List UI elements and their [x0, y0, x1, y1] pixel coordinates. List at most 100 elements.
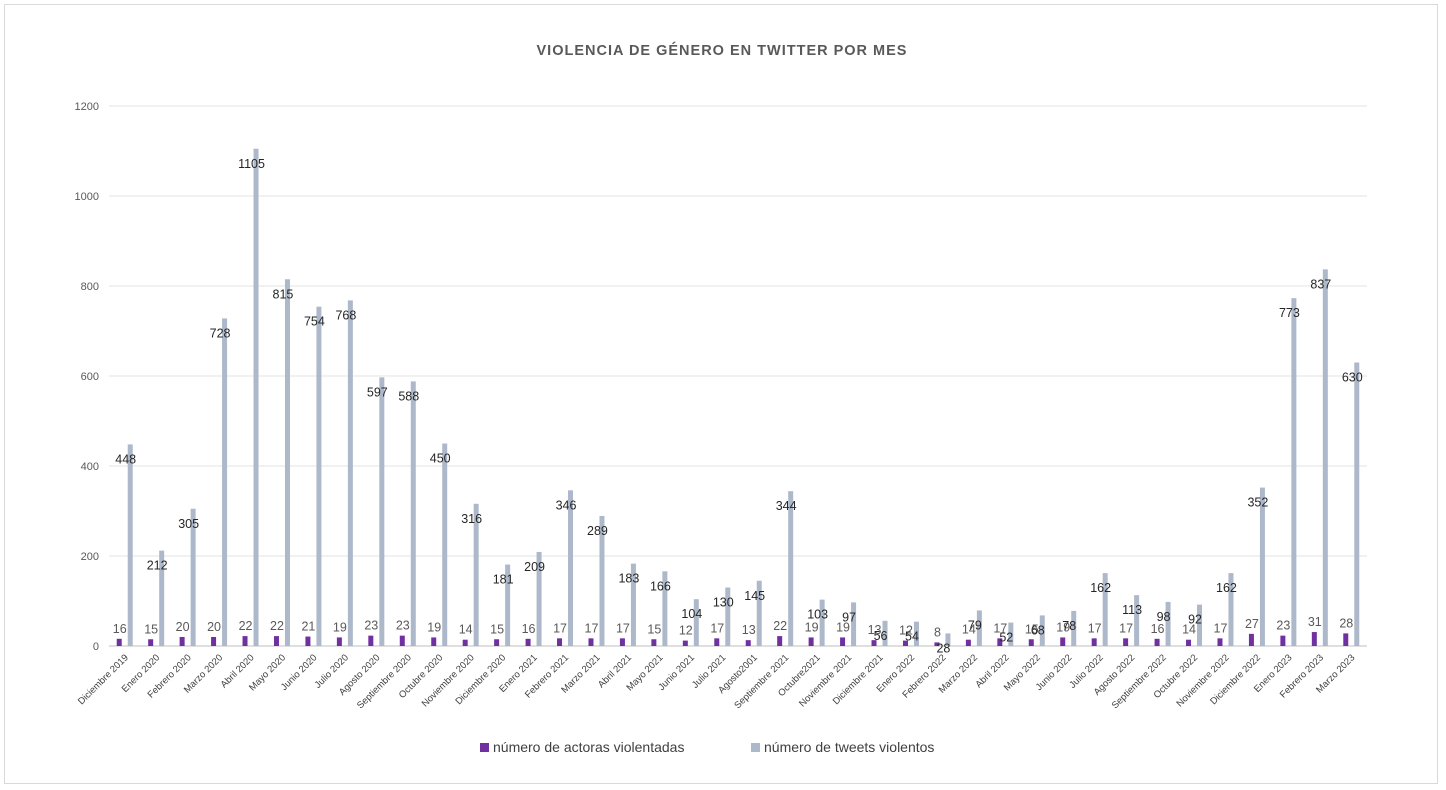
bar-tweets: [1165, 601, 1171, 646]
data-label-actoras: 31: [1308, 615, 1322, 629]
data-label-tweets: 79: [968, 618, 982, 632]
data-label-tweets: 773: [1279, 306, 1300, 320]
data-label-actoras: 20: [207, 620, 221, 634]
data-label-tweets: 162: [1216, 581, 1237, 595]
bar-actoras: [273, 636, 279, 646]
bar-actoras: [494, 639, 500, 646]
data-label-actoras: 19: [333, 620, 347, 634]
bar-tweets: [1071, 610, 1077, 646]
data-label-actoras: 17: [1088, 621, 1102, 635]
data-label-actoras: 21: [301, 620, 315, 634]
bar-tweets: [284, 279, 290, 646]
data-label-actoras: 23: [1276, 619, 1290, 633]
bar-tweets: [725, 587, 731, 646]
x-tick-label: Septiembre 2022: [1110, 652, 1169, 711]
bar-actoras: [305, 636, 311, 646]
x-tick-label: Diciembre 2019: [76, 652, 131, 707]
bar-actoras: [242, 636, 248, 646]
y-tick-label: 400: [81, 461, 99, 473]
chart-title: VIOLENCIA DE GÉNERO EN TWITTER POR MES: [537, 42, 908, 59]
bar-actoras: [1343, 633, 1349, 646]
data-label-tweets: 212: [147, 559, 168, 573]
data-label-actoras: 15: [144, 622, 158, 636]
bar-tweets: [756, 580, 762, 646]
data-label-tweets: 305: [178, 517, 199, 531]
bar-actoras: [1154, 638, 1160, 646]
bar-tweets: [851, 602, 857, 646]
bar-actoras: [1123, 638, 1129, 646]
bar-actoras: [651, 639, 657, 646]
data-label-actoras: 8: [934, 625, 941, 639]
chart-frame: VIOLENCIA DE GÉNERO EN TWITTER POR MES 0…: [4, 4, 1438, 784]
legend-label-tweets: número de tweets violentos: [764, 739, 934, 755]
data-label-actoras: 14: [459, 623, 473, 637]
data-label-actoras: 17: [616, 621, 630, 635]
bar-tweets: [1039, 615, 1045, 646]
data-label-tweets: 130: [713, 596, 734, 610]
data-label-actoras: 15: [1025, 622, 1039, 636]
data-label-tweets: 728: [210, 326, 231, 340]
data-label-tweets: 352: [1247, 496, 1268, 510]
y-tick-label: 1000: [75, 191, 99, 203]
bar-tweets: [190, 508, 196, 646]
data-label-actoras: 19: [1056, 620, 1070, 634]
bar-actoras: [840, 637, 846, 646]
data-label-actoras: 19: [805, 620, 819, 634]
y-tick-label: 800: [81, 281, 99, 293]
data-label-tweets: 1105: [238, 157, 265, 171]
data-label-tweets: 815: [273, 287, 294, 301]
data-label-tweets: 316: [461, 512, 482, 526]
bar-tweets: [1197, 604, 1203, 646]
data-label-actoras: 22: [239, 619, 253, 633]
data-label-actoras: 23: [364, 619, 378, 633]
data-label-tweets: 346: [556, 498, 577, 512]
bar-tweets: [945, 633, 951, 646]
bar-tweets: [599, 515, 605, 646]
bar-actoras: [1280, 635, 1286, 646]
bar-tweets: [1134, 595, 1140, 646]
bar-tweets: [819, 599, 825, 646]
data-label-tweets: 78: [1062, 619, 1076, 633]
bar-tweets: [693, 599, 699, 646]
bar-tweets: [473, 503, 479, 646]
data-label-tweets: 837: [1310, 277, 1331, 291]
data-label-actoras: 17: [993, 621, 1007, 635]
bar-actoras: [116, 638, 122, 646]
bar-tweets: [1322, 269, 1328, 646]
y-tick-label: 200: [81, 551, 99, 563]
bar-actoras: [588, 638, 594, 646]
y-tick-label: 600: [81, 371, 99, 383]
bar-tweets: [505, 564, 511, 646]
bar-tweets: [913, 621, 919, 646]
data-label-tweets: 166: [650, 579, 671, 593]
y-tick-label: 1200: [75, 101, 99, 113]
data-label-actoras: 16: [1151, 622, 1165, 636]
bar-actoras: [1217, 638, 1223, 646]
legend-label-actoras: número de actoras violentadas: [493, 739, 684, 755]
bar-actoras: [399, 635, 405, 646]
bar-tweets: [882, 620, 888, 646]
bar-actoras: [336, 637, 342, 646]
data-label-tweets: 588: [398, 389, 419, 403]
data-label-actoras: 17: [1214, 621, 1228, 635]
data-label-actoras: 23: [396, 619, 410, 633]
data-label-actoras: 14: [1182, 623, 1196, 637]
bar-tweets: [568, 490, 574, 646]
data-label-actoras: 27: [1245, 617, 1259, 631]
data-label-actoras: 16: [113, 622, 127, 636]
bar-actoras: [462, 639, 468, 646]
data-label-tweets: 768: [335, 308, 356, 322]
data-label-tweets: 113: [1122, 603, 1142, 617]
data-label-tweets: 344: [776, 499, 797, 513]
bar-tweets: [253, 148, 259, 646]
data-labels: 1644815212203052072822110522815217541976…: [113, 157, 1363, 656]
bar-actoras: [1186, 639, 1192, 646]
bar-actoras: [902, 640, 908, 646]
bar-tweets: [347, 300, 353, 646]
bar-actoras: [777, 636, 783, 646]
bar-tweets: [1259, 487, 1265, 646]
bar-tweets: [316, 306, 322, 646]
data-label-actoras: 20: [176, 620, 190, 634]
bar-actoras: [1248, 633, 1254, 646]
